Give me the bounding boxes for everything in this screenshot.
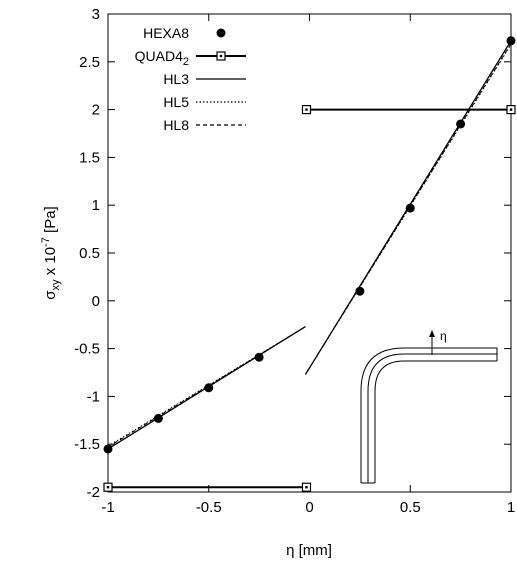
legend-label: HL5 xyxy=(163,94,189,110)
y-tick-label: -0.5 xyxy=(74,341,100,358)
hexa8-point xyxy=(355,286,365,296)
legend-label: HEXA8 xyxy=(143,25,189,41)
y-tick-label: 3 xyxy=(92,6,100,23)
x-tick-label: 1 xyxy=(507,499,515,516)
inset-bend-outer xyxy=(360,347,497,483)
inset-eta-arrowhead xyxy=(429,330,435,337)
legend-swatch-quad4-dot xyxy=(219,54,223,58)
y-tick-label: 0 xyxy=(92,293,100,310)
inset-bend-inner xyxy=(374,360,497,483)
legend-label: QUAD42 xyxy=(135,48,189,68)
hexa8-point xyxy=(204,383,214,393)
legend-label: HL8 xyxy=(163,117,189,133)
y-axis-label-symbol: σ xyxy=(42,290,59,300)
hexa8-point xyxy=(506,36,516,46)
y-tick-label: -1.5 xyxy=(74,436,100,453)
inset-eta-label: η xyxy=(440,329,447,343)
x-ticks: -1 -0.5 0 0.5 1 xyxy=(101,14,515,516)
quad4-point-dot xyxy=(106,486,110,489)
legend-label: HL3 xyxy=(163,71,189,87)
y-ticks: -2 -1.5 -1 -0.5 0 0.5 1 1.5 2 2.5 3 xyxy=(74,6,511,501)
y-tick-label: 1.5 xyxy=(79,149,100,166)
x-tick-label: 0 xyxy=(305,499,313,516)
y-axis-label-exp: -7 xyxy=(40,237,52,247)
hexa8-point xyxy=(103,444,113,454)
hexa8-point xyxy=(254,352,264,362)
y-tick-label: 2 xyxy=(92,102,100,119)
y-axis-label-unit: [Pa] xyxy=(42,206,59,237)
hexa8-point xyxy=(456,119,466,129)
x-tick-label: -0.5 xyxy=(196,499,222,516)
inset-diagram xyxy=(360,330,498,484)
quad4-point-dot xyxy=(305,486,308,489)
inset-bend-middle xyxy=(367,353,497,483)
y-tick-label: 1 xyxy=(92,197,100,214)
x-tick-label: -1 xyxy=(101,499,114,516)
svg-text:σxy x 10-7 [Pa]: σxy x 10-7 [Pa] xyxy=(40,206,62,299)
quad4-point-dot xyxy=(509,108,513,111)
y-axis-label-mid: x 10 xyxy=(42,247,59,280)
series-layer xyxy=(103,36,516,492)
legend: HEXA8 QUAD42 HL3 HL5 HL8 xyxy=(135,25,246,133)
y-tick-label: -1 xyxy=(87,388,100,405)
hexa8-point xyxy=(405,203,415,213)
quad4-point-dot xyxy=(305,108,308,111)
x-tick-label: 0.5 xyxy=(400,499,421,516)
y-axis-label-sub: xy xyxy=(50,279,62,291)
y-axis-label: σxy x 10-7 [Pa] xyxy=(40,206,62,299)
x-axis-label: η [mm] xyxy=(286,542,332,559)
y-tick-label: -2 xyxy=(87,484,100,501)
hexa8-point xyxy=(153,413,163,423)
legend-swatch-hexa8 xyxy=(216,28,226,38)
y-tick-label: 0.5 xyxy=(79,245,100,262)
y-tick-label: 2.5 xyxy=(79,54,100,71)
